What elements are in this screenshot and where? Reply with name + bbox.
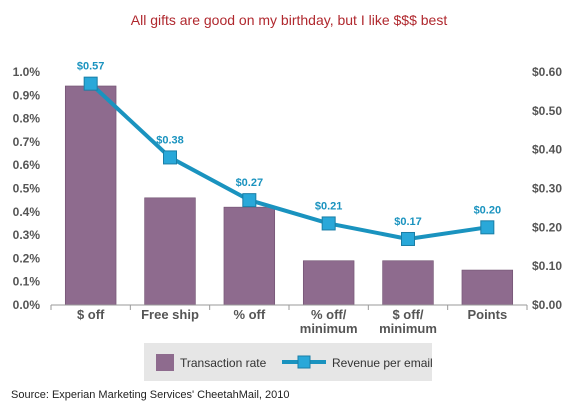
right-axis-ticks: $0.00 $0.10 $0.20 $0.30 $0.40 $0.50 $0.60 [532,65,562,312]
chart-title: All gifts are good on my birthday, but I… [131,12,448,28]
category-label-line: Points [467,307,507,322]
bar [223,206,276,306]
line-marker [321,216,336,231]
right-tick-label: $0.10 [532,259,562,273]
category-label-line: % off [233,307,265,322]
category-label: Free ship [141,307,199,322]
line-series: $0.57 $0.38 $0.27 $0.21 $0.17 $0.20 [77,61,501,246]
line-marker [480,220,495,235]
legend-bar-swatch [156,354,174,371]
category-label-line: $ off [77,307,105,322]
line-marker [83,76,98,91]
left-tick-label: 0.4% [13,205,41,219]
data-label: $0.27 [236,177,264,189]
right-tick-label: $0.20 [532,220,562,234]
left-tick-label: 0.1% [13,275,41,289]
legend-label-bar: Transaction rate [180,356,267,370]
data-label: $0.17 [394,216,422,228]
legend: Transaction rate Revenue per email [144,343,433,381]
left-tick-label: 0.5% [13,182,41,196]
category-label: % off [233,307,265,322]
data-label: $0.20 [474,204,502,216]
source-note: Source: Experian Marketing Services' Che… [11,389,289,401]
category-label-line: minimum [379,321,437,336]
category-label-line: minimum [300,321,358,336]
category-label: $ off [77,307,105,322]
category-label-line: % off/ [311,307,347,322]
line-marker [401,231,415,246]
category-label-line: Free ship [141,307,199,322]
left-tick-label: 0.8% [13,112,41,126]
right-tick-label: $0.40 [532,143,562,157]
data-label: $0.57 [77,61,105,73]
category-labels: $ off Free ship% off% off/minimum$ off/mi… [77,307,507,336]
left-tick-label: 0.7% [13,135,41,149]
left-tick-label: 0.0% [13,298,41,312]
right-tick-label: $0.60 [532,65,562,79]
data-label: $0.21 [315,200,343,212]
category-tick-marks [50,305,528,310]
left-tick-label: 0.2% [13,251,41,265]
category-label: Points [467,307,507,322]
data-label: $0.38 [156,134,184,146]
bar [144,197,196,306]
category-label: % off/minimum [300,307,358,336]
left-tick-label: 1.0% [13,65,41,79]
line-marker [163,150,177,165]
left-tick-label: 0.6% [13,158,41,172]
bar [461,269,514,306]
bar [64,85,117,306]
left-tick-label: 0.3% [13,228,41,242]
right-tick-label: $0.30 [532,182,562,196]
left-tick-label: 0.9% [13,88,41,102]
revenue-line [89,82,488,241]
right-tick-label: $0.00 [532,298,562,312]
legend-label-line: Revenue per email [332,356,433,370]
bar-series [64,85,514,306]
right-tick-label: $0.50 [532,104,562,118]
line-marker [242,193,257,208]
category-label-line: $ off/ [392,307,423,322]
left-axis-ticks: 0.0% 0.1% 0.2% 0.3% 0.4% 0.5% 0.6% 0.7% 0.8% 0.9%… [13,65,41,312]
bar [382,260,434,306]
bar [302,260,355,306]
category-label: $ off/minimum [379,307,437,336]
legend-marker-swatch [297,355,311,369]
